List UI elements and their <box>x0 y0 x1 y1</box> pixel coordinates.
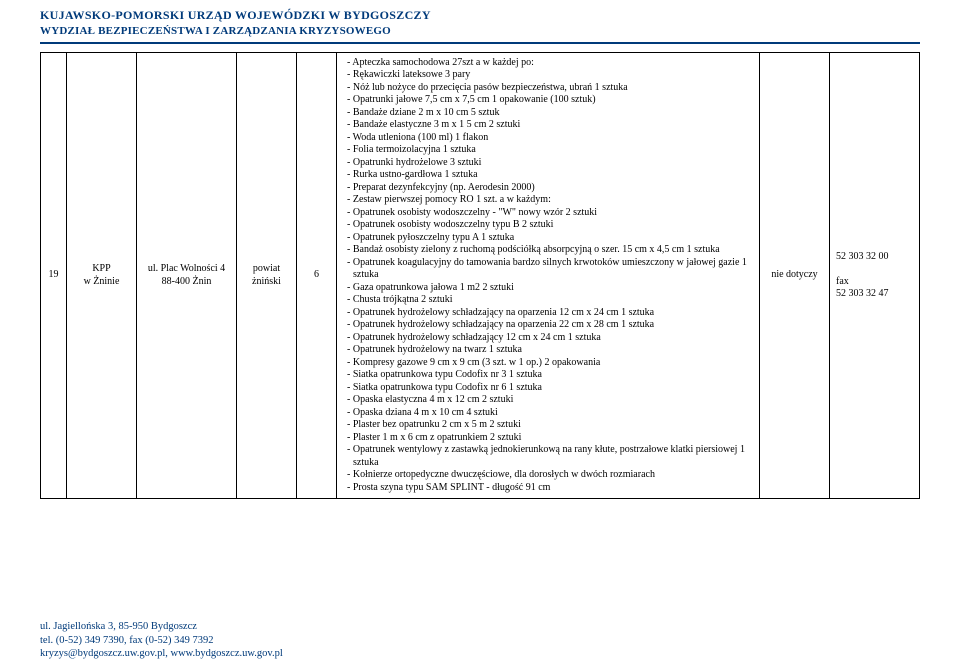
description-item: Bandaż osobisty zielony z ruchomą podści… <box>347 244 753 257</box>
header-rule <box>40 42 920 44</box>
description-item: Plaster 1 m x 6 cm z opatrunkiem 2 sztuk… <box>347 432 753 445</box>
description-item: Chusta trójkątna 2 sztuki <box>347 294 753 307</box>
description-item: Rurka ustno-gardłowa 1 sztuka <box>347 169 753 182</box>
description-item: Opaska elastyczna 4 m x 12 cm 2 sztuki <box>347 394 753 407</box>
description-item: Opatrunek pyłoszczelny typu A 1 sztuka <box>347 232 753 245</box>
description-item: Plaster bez opatrunku 2 cm x 5 m 2 sztuk… <box>347 419 753 432</box>
tel-line-3: 52 303 32 47 <box>836 288 913 301</box>
header-line-1: KUJAWSKO-POMORSKI URZĄD WOJEWÓDZKI W BYD… <box>40 8 920 24</box>
cell-description: Apteczka samochodowa 27szt a w każdej po… <box>337 52 760 499</box>
addr-line-1: ul. Plac Wolności 4 <box>143 263 230 276</box>
description-item: Gaza opatrunkowa jałowa 1 m2 2 sztuki <box>347 282 753 295</box>
description-item: Opatrunek wentylowy z zastawką jednokier… <box>347 444 753 469</box>
description-item: Opatrunek hydrożelowy schładzający na op… <box>347 307 753 320</box>
pow-line-1: powiat <box>243 263 290 276</box>
tel-line-1: 52 303 32 00 <box>836 251 913 264</box>
description-item: Opaska dziana 4 m x 10 cm 4 sztuki <box>347 407 753 420</box>
cell-index: 19 <box>41 52 67 499</box>
description-item: Bandaże dziane 2 m x 10 cm 5 sztuk <box>347 107 753 120</box>
footer-line-1: ul. Jagiellońska 3, 85-950 Bydgoszcz <box>40 620 283 634</box>
description-item: Kołnierze ortopedyczne dwuczęściowe, dla… <box>347 469 753 482</box>
footer-line-2: tel. (0-52) 349 7390, fax (0-52) 349 739… <box>40 634 283 648</box>
description-item: Opatrunki hydrożelowe 3 sztuki <box>347 157 753 170</box>
pow-line-2: żniński <box>243 276 290 289</box>
cell-unit: KPP w Żninie <box>67 52 137 499</box>
cell-address: ul. Plac Wolności 4 88-400 Żnin <box>137 52 237 499</box>
description-item: Opatrunki jałowe 7,5 cm x 7,5 cm 1 opako… <box>347 94 753 107</box>
description-item: Nóż lub nożyce do przecięcia pasów bezpi… <box>347 82 753 95</box>
tel-spacer <box>836 263 913 276</box>
cell-powiat: powiat żniński <box>237 52 297 499</box>
cell-quantity: 6 <box>297 52 337 499</box>
description-list: Apteczka samochodowa 27szt a w każdej po… <box>343 57 753 495</box>
description-item: Opatrunek osobisty wodoszczelny typu B 2… <box>347 219 753 232</box>
table-row: 19 KPP w Żninie ul. Plac Wolności 4 88-4… <box>41 52 920 499</box>
description-item: Zestaw pierwszej pomocy RO 1 szt. a w ka… <box>347 194 753 207</box>
footer-line-3: kryzys@bydgoszcz.uw.gov.pl, www.bydgoszc… <box>40 647 283 661</box>
description-item: Opatrunek osobisty wodoszczelny - "W" no… <box>347 207 753 220</box>
tel-line-2: fax <box>836 276 913 289</box>
addr-line-2: 88-400 Żnin <box>143 276 230 289</box>
description-item: Rękawiczki lateksowe 3 pary <box>347 69 753 82</box>
cell-telephone: 52 303 32 00 fax 52 303 32 47 <box>830 52 920 499</box>
description-item: Bandaże elastyczne 3 m x 1 5 cm 2 sztuki <box>347 119 753 132</box>
description-item: Opatrunek hydrożelowy schładzający na op… <box>347 319 753 332</box>
cell-note: nie dotyczy <box>760 52 830 499</box>
description-item: Prosta szyna typu SAM SPLINT - długość 9… <box>347 482 753 495</box>
unit-line-1: KPP <box>73 263 130 276</box>
description-item: Folia termoizolacyjna 1 sztuka <box>347 144 753 157</box>
page-footer: ul. Jagiellońska 3, 85-950 Bydgoszcz tel… <box>40 620 283 661</box>
description-item: Woda utleniona (100 ml) 1 flakon <box>347 132 753 145</box>
description-item: Siatka opatrunkowa typu Codofix nr 6 1 s… <box>347 382 753 395</box>
page-header: KUJAWSKO-POMORSKI URZĄD WOJEWÓDZKI W BYD… <box>40 8 920 38</box>
description-item: Apteczka samochodowa 27szt a w każdej po… <box>347 57 753 70</box>
description-item: Opatrunek koagulacyjny do tamowania bard… <box>347 257 753 282</box>
header-line-2: WYDZIAŁ BEZPIECZEŃSTWA I ZARZĄDZANIA KRY… <box>40 24 920 38</box>
description-item: Siatka opatrunkowa typu Codofix nr 3 1 s… <box>347 369 753 382</box>
description-item: Kompresy gazowe 9 cm x 9 cm (3 szt. w 1 … <box>347 357 753 370</box>
data-table: 19 KPP w Żninie ul. Plac Wolności 4 88-4… <box>40 52 920 500</box>
unit-line-2: w Żninie <box>73 276 130 289</box>
description-item: Opatrunek hydrożelowy schładzający 12 cm… <box>347 332 753 345</box>
description-item: Opatrunek hydrożelowy na twarz 1 sztuka <box>347 344 753 357</box>
description-item: Preparat dezynfekcyjny (np. Aerodesin 20… <box>347 182 753 195</box>
